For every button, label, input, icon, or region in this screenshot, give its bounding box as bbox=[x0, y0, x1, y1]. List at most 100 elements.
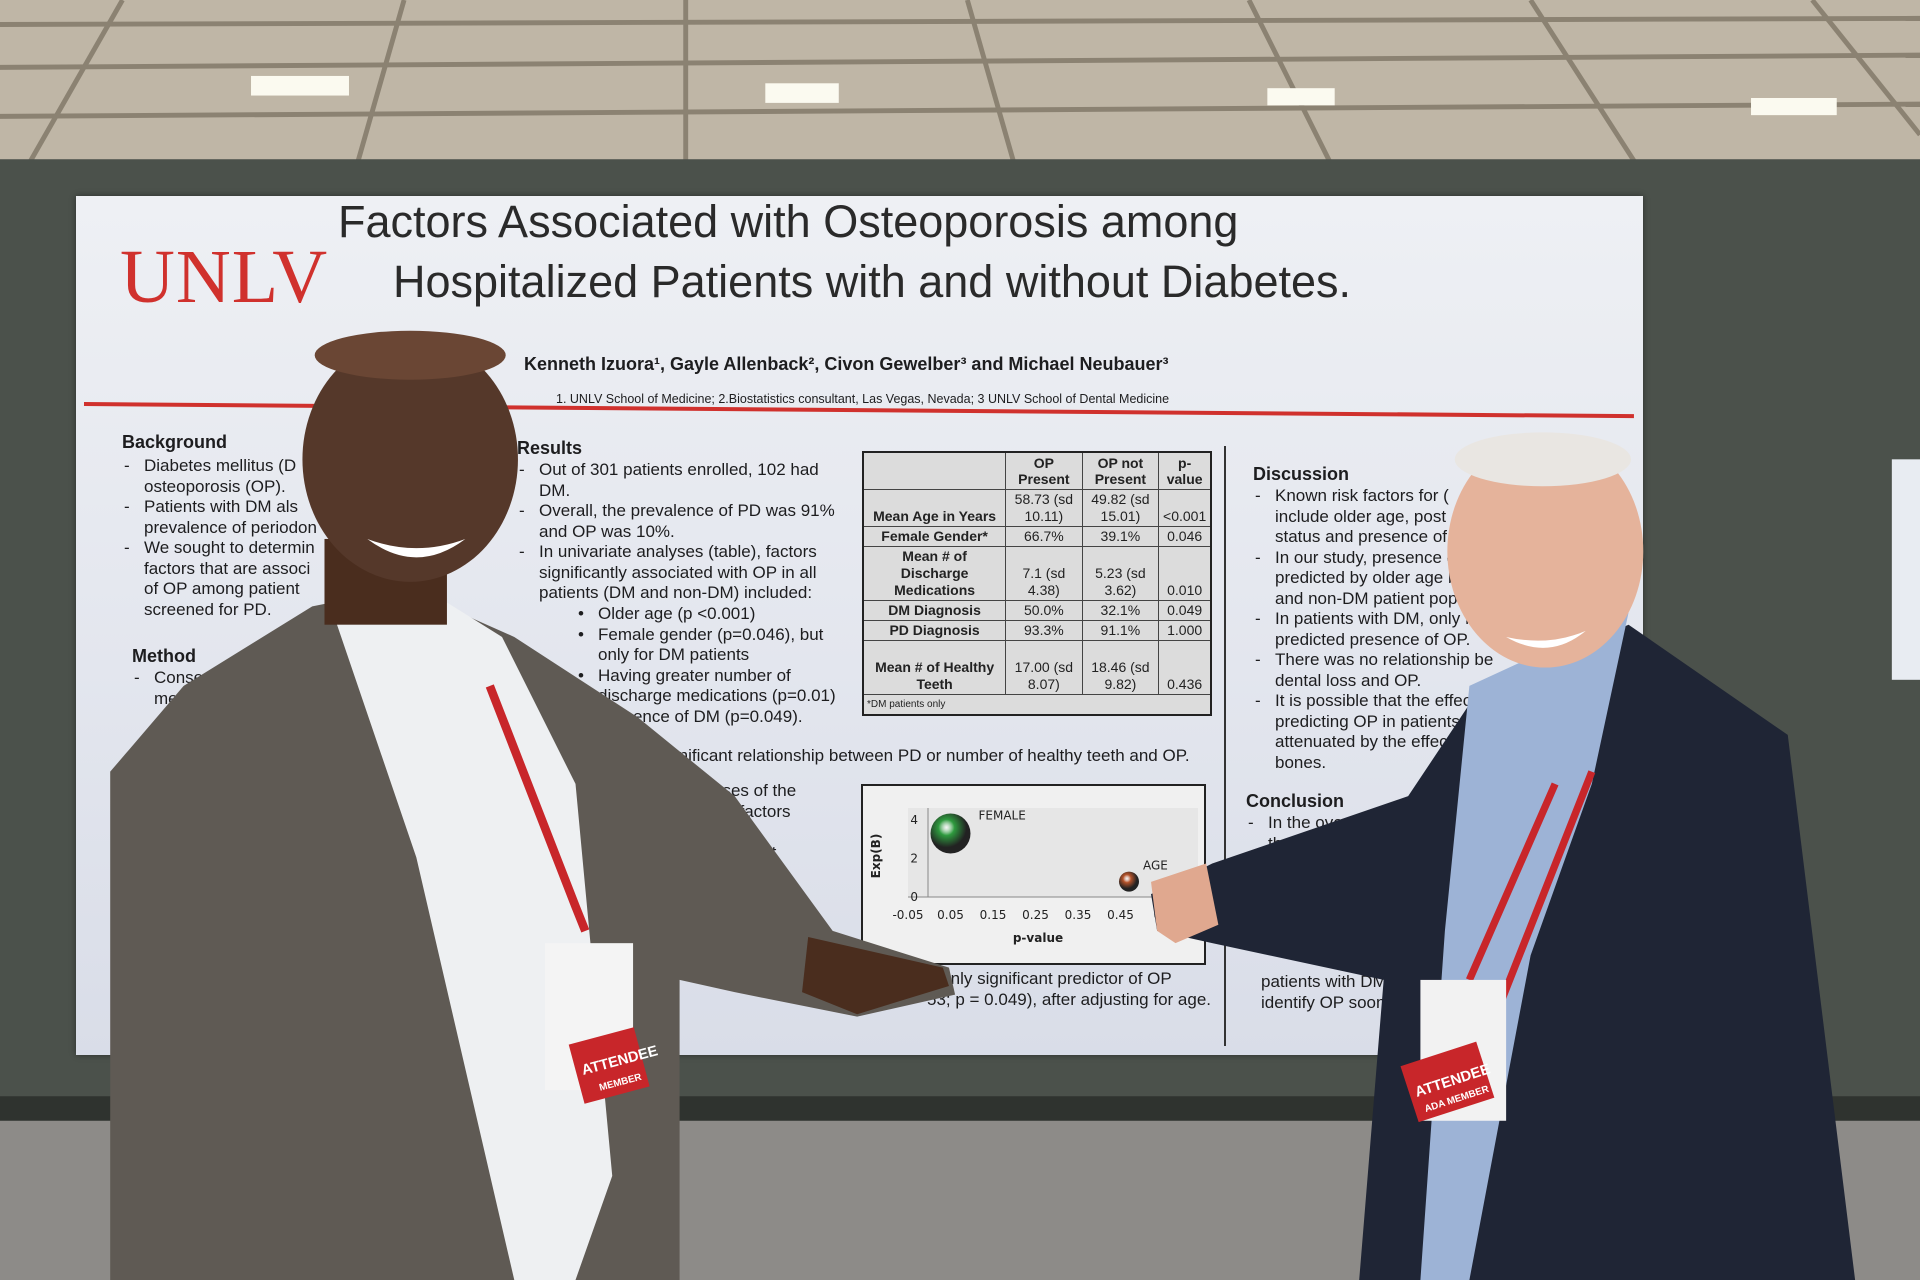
y-tick-label: 0 bbox=[910, 890, 918, 904]
text-line: of OP among patient bbox=[144, 579, 300, 598]
text-line: factors that are associ bbox=[144, 558, 311, 578]
method-heading: Method bbox=[132, 646, 196, 666]
bullet-dash: - bbox=[1255, 650, 1261, 669]
bullet-dot: • bbox=[578, 604, 584, 623]
x-tick-label: 0.15 bbox=[980, 908, 1007, 922]
text-line: predicted presence of OP. bbox=[1275, 629, 1471, 649]
text-line: 53; p = 0.049), after adjusting for age. bbox=[927, 989, 1211, 1009]
discussion-list: - Known risk factors for (include older a… bbox=[1253, 486, 1493, 773]
text-line: bones. bbox=[1275, 752, 1327, 772]
y-tick-label: 2 bbox=[910, 852, 918, 866]
text-line: significantly associated with OP in all bbox=[539, 562, 817, 582]
pointing-hand bbox=[1151, 863, 1219, 944]
text-line: status and presence of bbox=[1275, 527, 1448, 546]
text-line: dental loss and OP. bbox=[1275, 670, 1422, 690]
x-axis-title: p-value bbox=[1013, 931, 1063, 945]
text-line: predicted by older age b bbox=[1275, 568, 1458, 587]
y-tick-label: 4 bbox=[910, 813, 918, 827]
poster-authors: Kenneth Izuora¹, Gayle Allenback², Civon… bbox=[524, 354, 1169, 374]
text-line: - We sought to determin bbox=[124, 538, 315, 557]
pointing-hand bbox=[802, 937, 949, 1015]
x-tick-label: 0.35 bbox=[1065, 908, 1092, 922]
adjacent-poster bbox=[1891, 459, 1920, 680]
text-line: - It is possible that the effec bbox=[1255, 691, 1472, 710]
bubble-female bbox=[930, 813, 971, 854]
bullet-dash: - bbox=[519, 460, 525, 479]
table-cell: 49.82 (sd 15.01) bbox=[1081, 489, 1160, 527]
univariate-table: OP Present OP not Present p-value Mean Age … bbox=[862, 451, 1212, 716]
table-cell: 32.1% bbox=[1081, 600, 1160, 621]
text-line: screened for PD. bbox=[144, 599, 272, 619]
ceiling-grid bbox=[0, 0, 1920, 173]
poster-title-line-2: Hospitalized Patients with and without D… bbox=[393, 256, 1352, 307]
face bbox=[302, 336, 518, 582]
background-heading: Background bbox=[122, 432, 228, 452]
text-line: identify OP sooner in bbox=[1261, 992, 1419, 1012]
text-line: osteoporosis (OP). bbox=[144, 476, 286, 496]
bubble-chart: -0.050.050.150.250.350.450.5024p-valueEx… bbox=[861, 784, 1206, 965]
text-line: - In univariate analyses (table), factors bbox=[519, 542, 817, 561]
bullet-dot: • bbox=[578, 624, 584, 644]
bullet-dash: - bbox=[124, 456, 130, 475]
text-line: only for DM patients bbox=[598, 645, 750, 664]
text-line: discharge medications (p=0.01) bbox=[598, 686, 836, 705]
bubble-chart-svg: -0.050.050.150.250.350.450.5024p-valueEx… bbox=[869, 808, 1198, 945]
text-line: - In our study, presence c bbox=[1255, 547, 1456, 567]
bullet-dash: - bbox=[1255, 486, 1261, 505]
table-cell: 1.000 bbox=[1158, 620, 1212, 641]
text-line: - Out of 301 patients enrolled, 102 had bbox=[519, 460, 819, 479]
table-cell: DM Diagnosis bbox=[862, 600, 1007, 621]
table-cell: Mean # of Discharge Medications bbox=[862, 546, 1007, 601]
text-line: - Diabetes mellitus (D bbox=[124, 456, 297, 475]
text-line: e only significant predictor of OP bbox=[927, 969, 1172, 988]
table-row: Mean # of Discharge Medications 7.1 (sd 4… bbox=[862, 546, 1212, 601]
bullet-dash: - bbox=[134, 668, 140, 687]
table-cell: 18.46 (sd 9.82) bbox=[1081, 640, 1160, 695]
text-line: DM. bbox=[539, 480, 571, 500]
table-row: PD Diagnosis 93.3% 91.1% 1.000 bbox=[862, 620, 1212, 641]
text-line: • Older age (p <0.001) bbox=[578, 604, 756, 623]
table-cell: Female Gender* bbox=[862, 526, 1007, 547]
table-cell: 66.7% bbox=[1005, 526, 1083, 547]
text-line: - Known risk factors for ( bbox=[1255, 486, 1449, 505]
table-cell: 0.049 bbox=[1158, 600, 1212, 621]
conclusion-heading: Conclusion bbox=[1246, 791, 1344, 811]
presenter-right: ATTENDEE ADA MEMBER bbox=[1151, 432, 1856, 1280]
text-line: - In patients with DM, only f bbox=[1255, 609, 1470, 628]
column-divider bbox=[1224, 446, 1226, 1046]
table-cell: 5.23 (sd 3.62) bbox=[1081, 546, 1160, 601]
bubble-age bbox=[1119, 871, 1139, 892]
results-heading: Results bbox=[517, 438, 583, 458]
text-line: - Patients with DM als bbox=[124, 497, 298, 516]
table-cell: 7.1 (sd 4.38) bbox=[1005, 546, 1083, 601]
x-tick-label: 0.05 bbox=[937, 908, 964, 922]
discussion-heading: Discussion bbox=[1253, 464, 1350, 484]
text-line: include older age, post bbox=[1275, 506, 1447, 526]
table-cell: 91.1% bbox=[1081, 620, 1160, 641]
table-cell: Mean Age in Years bbox=[862, 489, 1007, 527]
bullet-dash: - bbox=[1255, 691, 1261, 710]
poster-title-line-1: Factors Associated with Osteoporosis amo… bbox=[338, 196, 1239, 247]
y-axis-title: Exp(B) bbox=[869, 834, 883, 879]
table-header bbox=[862, 451, 1007, 490]
table-row: Mean Age in Years 58.73 (sd 10.11) 49.82 (… bbox=[862, 489, 1212, 527]
bullet-dash: - bbox=[1255, 547, 1261, 567]
table-cell: <0.001 bbox=[1158, 489, 1212, 527]
text-line: • Female gender (p=0.046), but bbox=[578, 624, 824, 644]
table-cell: 39.1% bbox=[1081, 526, 1160, 547]
bullet-dot: • bbox=[578, 665, 584, 685]
bubble-label: FEMALE bbox=[979, 808, 1026, 822]
text-line: and OP was 10%. bbox=[539, 521, 675, 541]
text-line: attenuated by the effect bbox=[1275, 732, 1453, 751]
text-line: - Overall, the prevalence of PD was 91% bbox=[519, 501, 835, 520]
text-line: and non-DM patient popu bbox=[1275, 588, 1467, 608]
results-bottom-lines: e only significant predictor of OP 53; p … bbox=[927, 969, 1211, 1010]
bullet-dash: - bbox=[1248, 813, 1254, 832]
text-line: predicting OP in patients bbox=[1275, 711, 1460, 731]
table-row: Mean # of Healthy Teeth 17.00 (sd 8.07) 18… bbox=[862, 640, 1212, 695]
table-cell: 0.436 bbox=[1158, 640, 1212, 695]
results-relationship-line: ere was no significant relationship betw… bbox=[569, 746, 1190, 765]
bullet-dash: - bbox=[519, 501, 525, 520]
table-row: DM Diagnosis 50.0% 32.1% 0.049 bbox=[862, 600, 1212, 621]
